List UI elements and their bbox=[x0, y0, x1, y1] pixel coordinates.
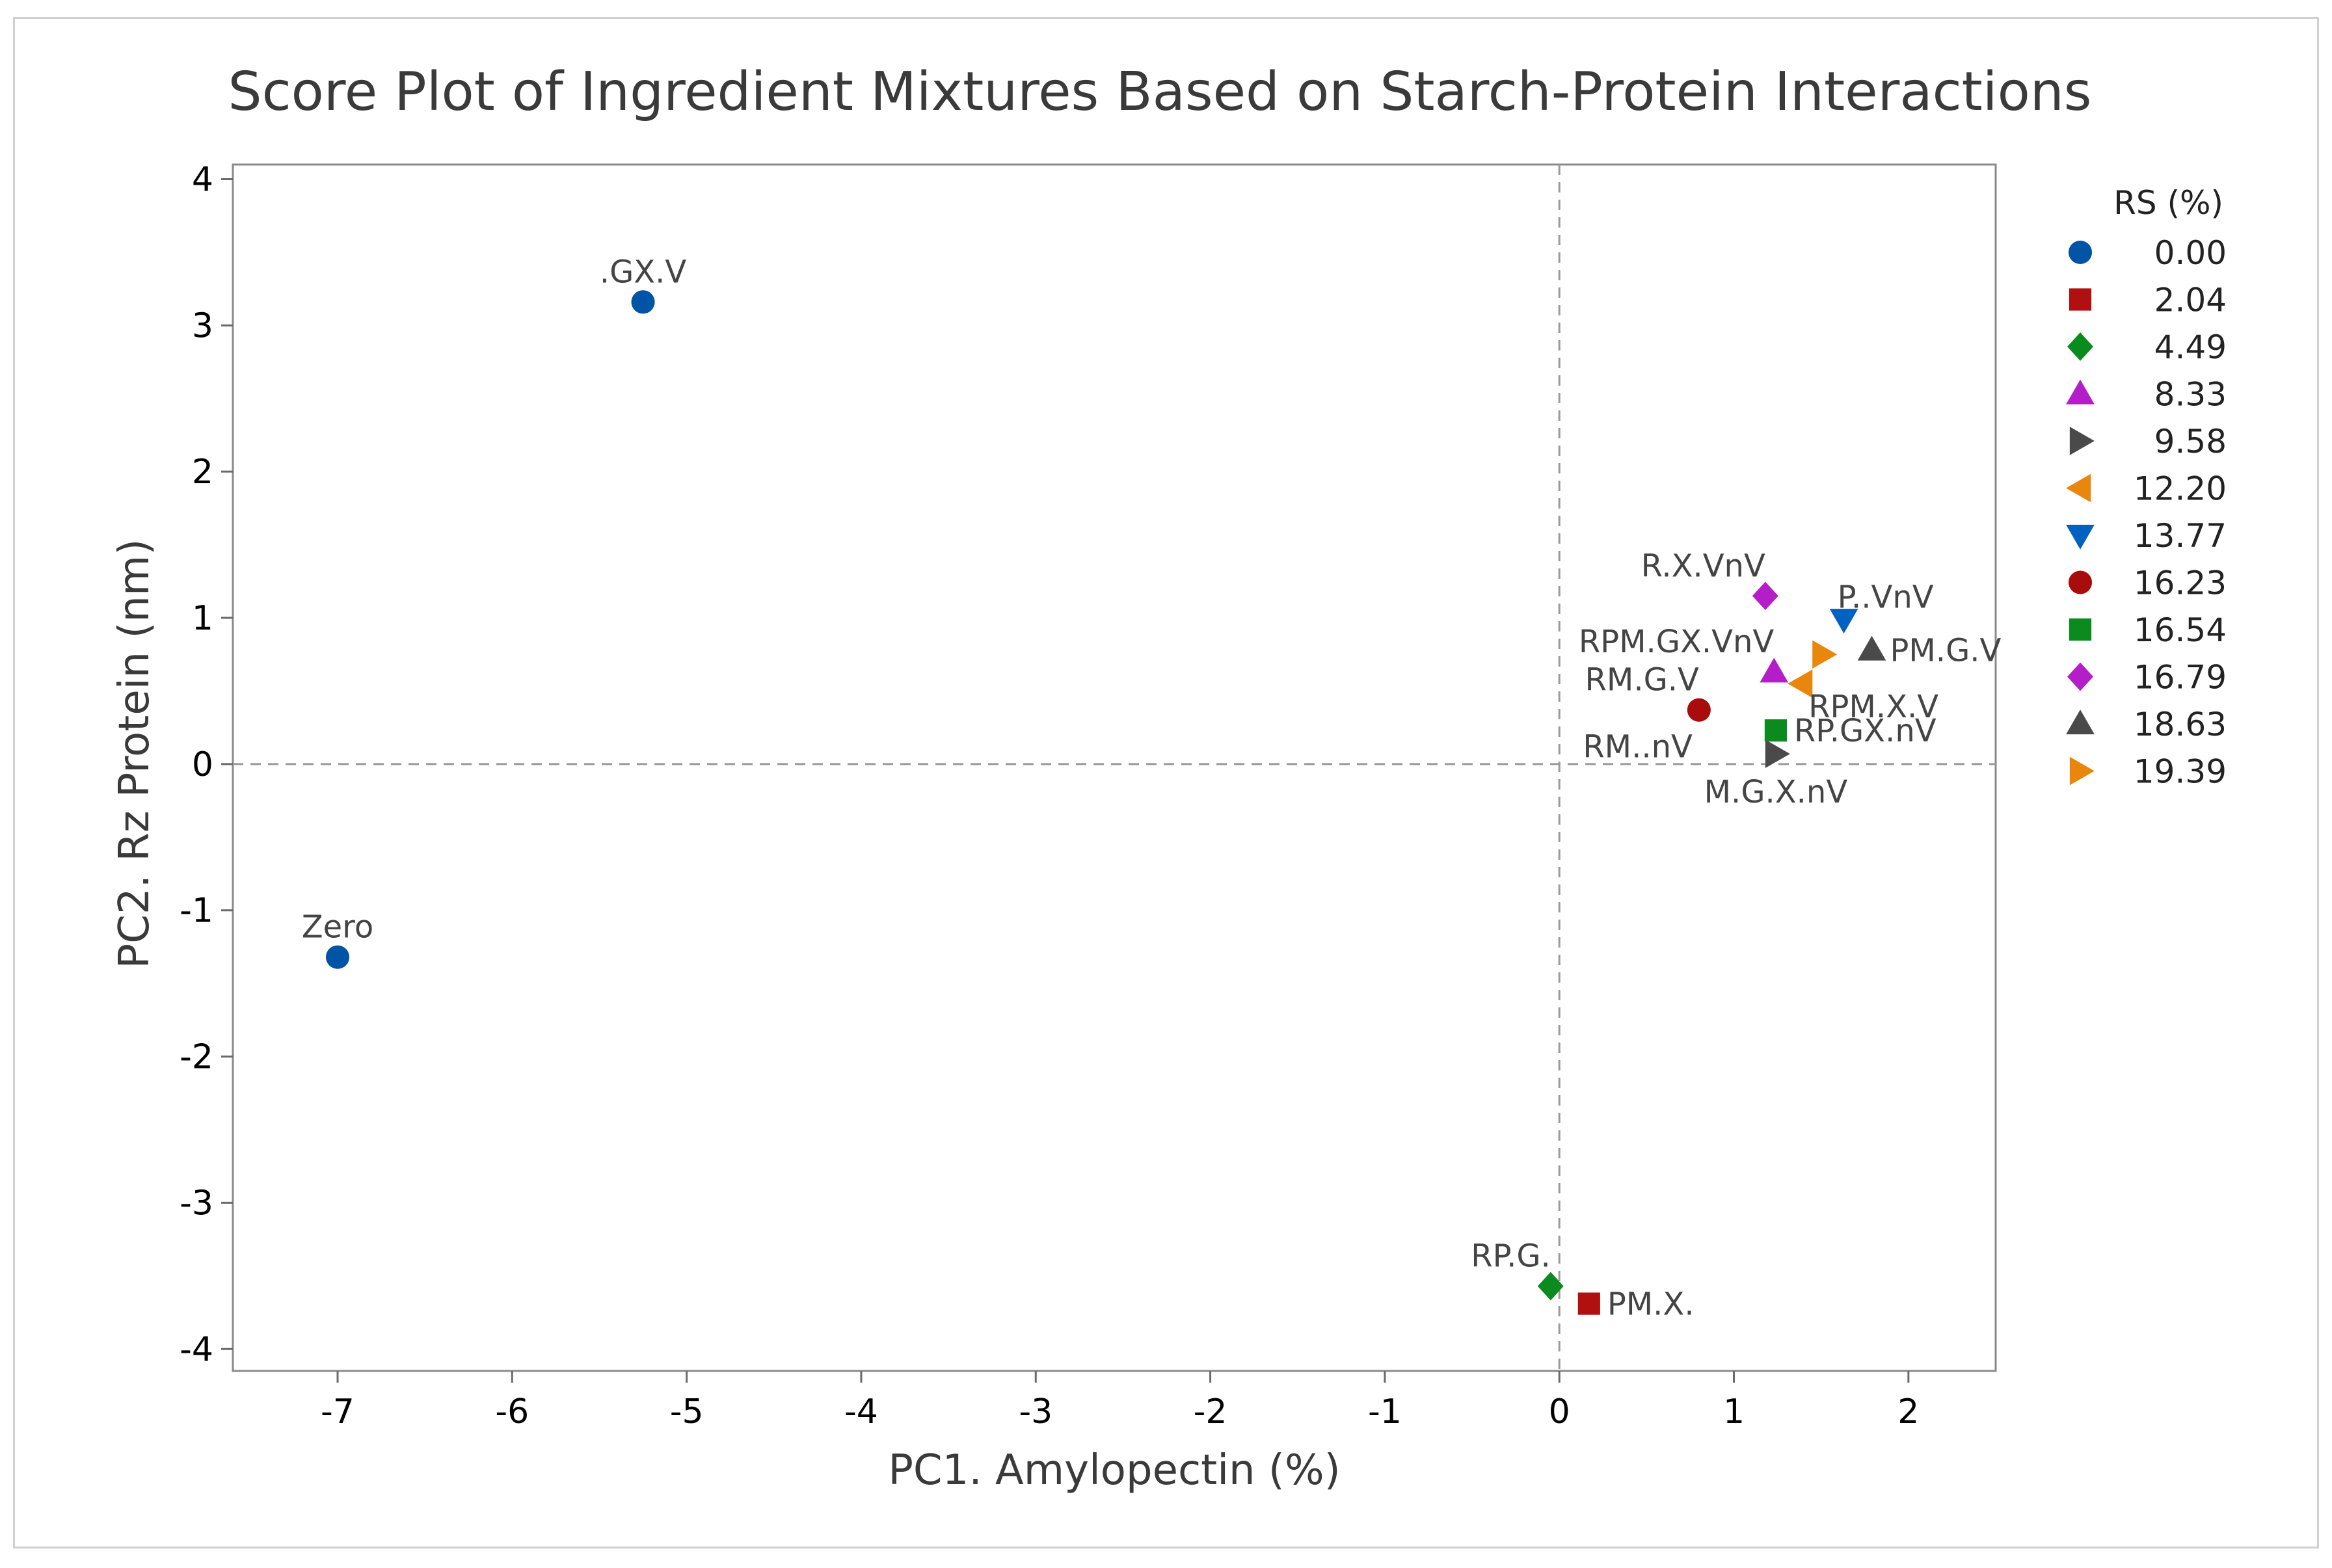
legend-marker bbox=[2069, 756, 2095, 786]
x-tick-label: -4 bbox=[844, 1392, 878, 1431]
legend-label: 16.23 bbox=[2134, 565, 2227, 602]
legend-label: 13.77 bbox=[2134, 517, 2227, 555]
data-point bbox=[1812, 640, 1838, 669]
y-axis-label: PC2. Rz Protein (nm) bbox=[111, 539, 159, 969]
data-point bbox=[631, 290, 655, 314]
legend-marker bbox=[2066, 524, 2095, 550]
legend-marker bbox=[2066, 473, 2091, 503]
y-tick-label: -4 bbox=[180, 1330, 213, 1369]
legend-label: 12.20 bbox=[2134, 470, 2227, 508]
data-points bbox=[325, 290, 1886, 1315]
data-point bbox=[325, 945, 350, 969]
y-tick-label: 0 bbox=[192, 745, 213, 784]
y-tick-label: 1 bbox=[192, 599, 213, 638]
data-point bbox=[1537, 1271, 1564, 1301]
data-point bbox=[1760, 658, 1789, 683]
legend-marker bbox=[2069, 288, 2092, 311]
figure-frame: Score Plot of Ingredient Mixtures Based … bbox=[13, 17, 2319, 1548]
point-label: M.G.X.nV bbox=[1704, 774, 1848, 810]
y-tick-label: 4 bbox=[192, 160, 213, 199]
y-axis: -4 -3 -2 -1 0 1 2 3 4 bbox=[180, 160, 233, 1369]
legend-marker bbox=[2066, 379, 2095, 405]
y-tick-label: 2 bbox=[192, 453, 213, 492]
x-tick-label: 0 bbox=[1549, 1392, 1570, 1431]
data-point bbox=[1764, 719, 1788, 742]
x-axis-label: PC1. Amylopectin (%) bbox=[888, 1446, 1340, 1495]
x-tick-label: 2 bbox=[1897, 1392, 1919, 1431]
legend-marker bbox=[2068, 570, 2093, 594]
data-point bbox=[1857, 635, 1886, 661]
x-axis: -7 -6 -5 -4 -3 -2 -1 0 1 2 bbox=[321, 1371, 1919, 1431]
legend-label: 2.04 bbox=[2154, 282, 2227, 319]
x-tick-label: -3 bbox=[1019, 1392, 1052, 1431]
x-tick-label: 1 bbox=[1723, 1392, 1745, 1431]
reference-lines bbox=[233, 165, 1996, 1371]
data-point bbox=[1687, 698, 1711, 722]
legend-marker bbox=[2067, 332, 2093, 361]
data-point bbox=[1577, 1292, 1600, 1315]
legend-marker bbox=[2069, 427, 2095, 455]
y-tick-label: -3 bbox=[180, 1184, 213, 1223]
legend-marker bbox=[2067, 662, 2093, 691]
chart-title: Score Plot of Ingredient Mixtures Based … bbox=[228, 61, 2092, 123]
point-label: RPM.GX.VnV bbox=[1579, 624, 1775, 660]
y-tick-label: -2 bbox=[180, 1038, 213, 1077]
score-plot: Score Plot of Ingredient Mixtures Based … bbox=[111, 61, 2227, 1495]
legend-title: RS (%) bbox=[2113, 184, 2223, 222]
legend-marker bbox=[2069, 618, 2092, 641]
legend: RS (%) 0.00 2.04 4.49 8.33 9.58 12.20 13.77 16.… bbox=[2066, 184, 2227, 791]
legend-label: 8.33 bbox=[2154, 376, 2227, 414]
x-tick-label: -6 bbox=[495, 1392, 529, 1431]
point-label: RP.G. bbox=[1471, 1238, 1551, 1275]
point-label: P..VnV bbox=[1838, 579, 1934, 615]
x-tick-label: -5 bbox=[670, 1392, 704, 1431]
legend-label: 18.63 bbox=[2134, 706, 2227, 743]
point-label: RM.G.V bbox=[1585, 662, 1699, 698]
legend-label: 9.58 bbox=[2154, 423, 2227, 460]
y-tick-label: -1 bbox=[180, 892, 213, 931]
point-labels: Zero .GX.V PM.X. RP.G. RPM.GX.VnV M.G.X.nV RPM… bbox=[302, 254, 2002, 1322]
legend-marker bbox=[2066, 710, 2095, 735]
x-tick-label: -7 bbox=[321, 1392, 355, 1431]
legend-label: 16.54 bbox=[2134, 611, 2227, 649]
legend-label: 16.79 bbox=[2134, 659, 2227, 697]
x-tick-label: -1 bbox=[1368, 1392, 1402, 1431]
legend-label: 4.49 bbox=[2154, 328, 2227, 366]
point-label: R.X.VnV bbox=[1641, 548, 1765, 584]
plot-area bbox=[232, 163, 1997, 1372]
data-point bbox=[1829, 609, 1858, 634]
point-label: RP.GX.nV bbox=[1794, 713, 1937, 749]
y-tick-label: 3 bbox=[192, 306, 213, 345]
legend-marker bbox=[2068, 240, 2093, 265]
legend-label: 0.00 bbox=[2154, 234, 2227, 272]
point-label: PM.G.V bbox=[1890, 632, 2001, 669]
data-point bbox=[1788, 669, 1813, 698]
point-label: Zero bbox=[302, 909, 373, 946]
data-point bbox=[1765, 739, 1790, 768]
point-label: RM..nV bbox=[1583, 729, 1693, 765]
legend-label: 19.39 bbox=[2134, 753, 2227, 791]
point-label: RPM.X.V bbox=[1808, 689, 1938, 725]
point-label: .GX.V bbox=[600, 254, 687, 290]
point-label: PM.X. bbox=[1607, 1286, 1695, 1323]
x-tick-label: -2 bbox=[1194, 1392, 1227, 1431]
data-point bbox=[1752, 581, 1778, 611]
